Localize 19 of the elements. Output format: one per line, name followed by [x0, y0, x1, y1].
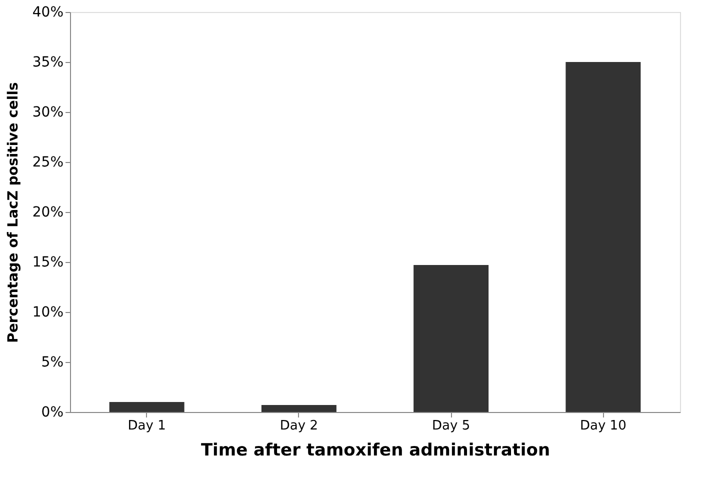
bar [261, 405, 336, 412]
x-axis-title: Time after tamoxifen administration [200, 440, 550, 460]
bar [414, 265, 489, 412]
bar [566, 62, 641, 412]
x-tick-label: Day 1 [128, 418, 166, 434]
bar [109, 402, 184, 412]
y-tick-label: 10% [32, 304, 64, 320]
x-tick-label: Day 10 [580, 418, 626, 434]
y-axis-title: Percentage of LacZ positive cells [5, 82, 22, 343]
y-tick-label: 5% [41, 354, 64, 370]
y-tick-label: 0% [41, 404, 64, 420]
y-tick-label: 35% [32, 54, 64, 70]
y-tick-label: 30% [32, 104, 64, 120]
y-tick-label: 40% [32, 4, 64, 20]
y-tick-label: 25% [32, 154, 64, 170]
y-tick-label: 15% [32, 254, 64, 270]
x-tick-label: Day 2 [280, 418, 318, 434]
x-tick-label: Day 5 [432, 418, 470, 434]
y-tick-label: 20% [32, 204, 64, 220]
